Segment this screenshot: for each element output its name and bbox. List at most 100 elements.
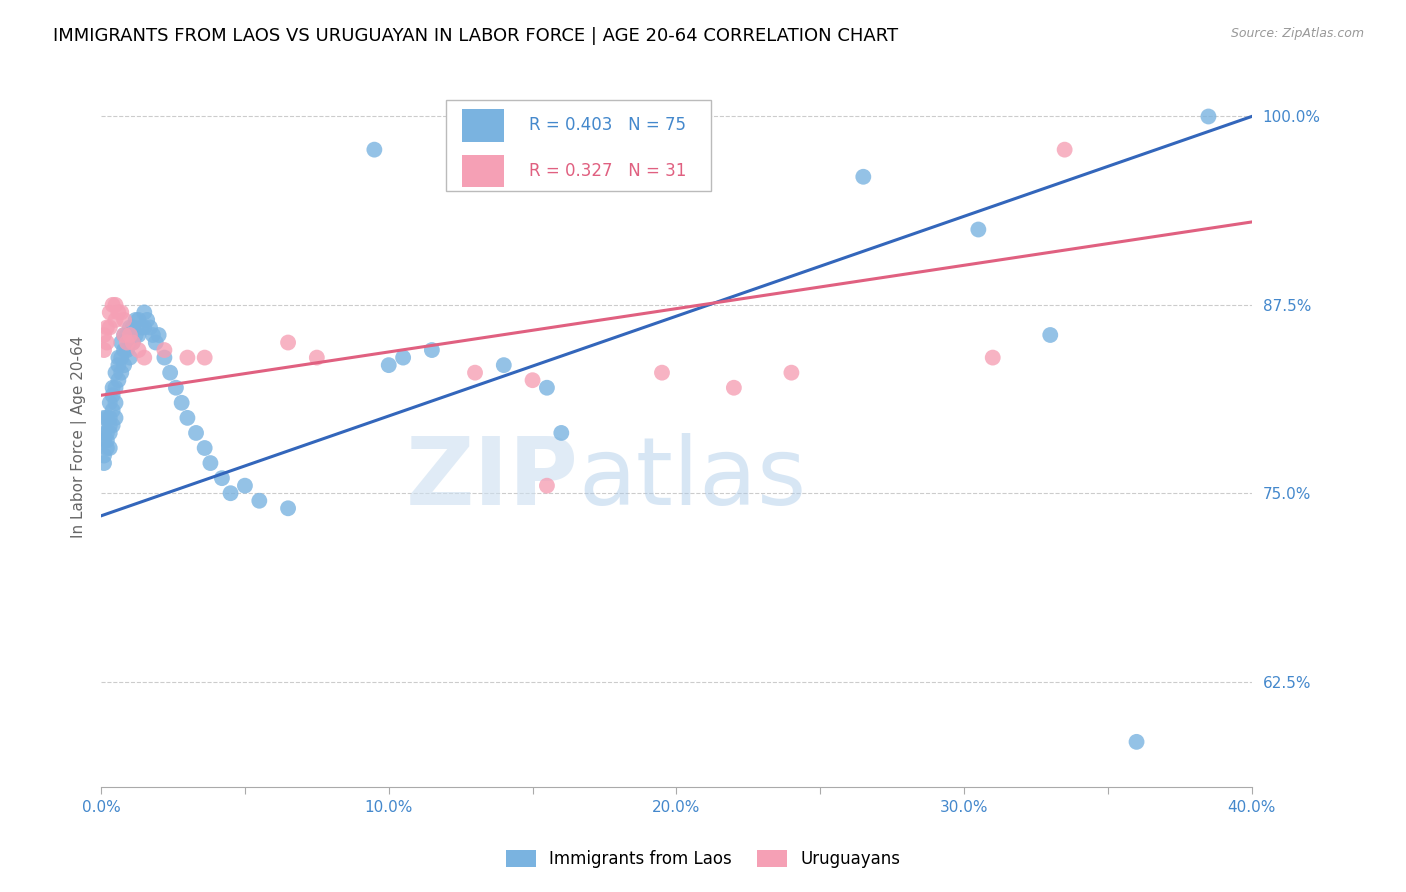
FancyBboxPatch shape [446,101,711,192]
Point [110,351,132,365]
Point [118,320,141,334]
Point [107,373,129,387]
Point [536,381,558,395]
Point [124,328,146,343]
Point [363,143,385,157]
Point [277,501,299,516]
Point [110,305,132,319]
Point [233,478,256,492]
Point [420,343,443,357]
Point [1039,328,1062,343]
Text: atlas: atlas [579,433,807,524]
Point [112,328,135,343]
Point [967,222,990,236]
Point [96,320,118,334]
Point [98,305,121,319]
Point [184,425,207,440]
Point [112,343,135,357]
Point [104,313,127,327]
Point [136,313,159,327]
Point [115,343,138,357]
Point [131,320,153,334]
Point [98,441,121,455]
Point [165,381,187,395]
Text: R = 0.403   N = 75: R = 0.403 N = 75 [529,117,686,135]
Point [107,305,129,319]
Text: ZIP: ZIP [406,433,579,524]
Point [93,449,115,463]
Point [104,396,127,410]
Point [134,351,156,365]
Point [98,396,121,410]
Point [93,425,115,440]
Point [200,456,222,470]
Point [115,335,138,350]
Text: R = 0.327   N = 31: R = 0.327 N = 31 [529,162,686,180]
Point [98,418,121,433]
Point [112,328,135,343]
Point [93,434,115,448]
Point [98,410,121,425]
Point [112,313,135,327]
Point [194,351,217,365]
Point [96,441,118,455]
Point [101,388,124,402]
Point [550,425,572,440]
Point [852,169,875,184]
Point [536,478,558,492]
Point [121,320,143,334]
Point [107,358,129,372]
Point [142,328,165,343]
Point [112,358,135,372]
Point [134,305,156,319]
Point [128,313,150,327]
Point [305,351,328,365]
Point [780,366,803,380]
Y-axis label: In Labor Force | Age 20-64: In Labor Force | Age 20-64 [72,335,87,538]
Point [723,381,745,395]
Point [93,456,115,470]
Point [134,320,156,334]
Point [159,366,181,380]
Point [93,328,115,343]
Point [651,366,673,380]
Point [101,403,124,417]
Point [145,335,167,350]
Text: IMMIGRANTS FROM LAOS VS URUGUAYAN IN LABOR FORCE | AGE 20-64 CORRELATION CHART: IMMIGRANTS FROM LAOS VS URUGUAYAN IN LAB… [53,27,898,45]
Point [148,328,170,343]
Point [118,335,141,350]
Point [124,313,146,327]
Point [110,335,132,350]
Point [104,381,127,395]
Point [96,335,118,350]
Point [211,471,233,485]
Point [98,425,121,440]
Point [121,335,143,350]
Point [219,486,242,500]
Point [194,441,217,455]
Point [139,320,162,334]
Point [981,351,1004,365]
Point [176,351,198,365]
Point [1197,110,1219,124]
Point [1125,735,1147,749]
FancyBboxPatch shape [463,110,503,142]
Point [104,410,127,425]
Point [522,373,544,387]
Point [464,366,486,380]
Point [104,298,127,312]
Point [110,366,132,380]
Point [96,410,118,425]
Point [101,381,124,395]
Text: Source: ZipAtlas.com: Source: ZipAtlas.com [1230,27,1364,40]
Point [107,351,129,365]
Point [101,298,124,312]
Point [492,358,515,372]
Point [128,328,150,343]
Point [153,343,176,357]
Point [96,425,118,440]
Point [93,343,115,357]
Point [277,335,299,350]
Point [121,335,143,350]
Point [101,418,124,433]
